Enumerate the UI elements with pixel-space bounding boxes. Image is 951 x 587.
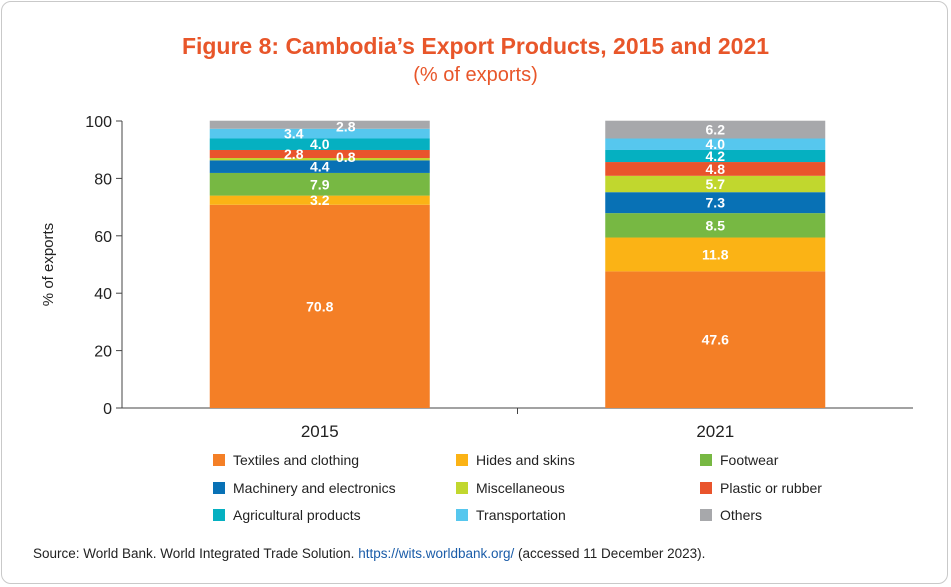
bar-segment-2021-miscellaneous bbox=[605, 175, 826, 193]
legend-swatch bbox=[213, 509, 225, 521]
source-link[interactable]: https://wits.worldbank.org/ bbox=[358, 546, 515, 561]
legend-label: Transportation bbox=[476, 507, 566, 523]
legend-item: Agricultural products bbox=[213, 507, 361, 523]
data-label: 0.8 bbox=[336, 149, 356, 165]
data-label: 5.7 bbox=[706, 176, 726, 192]
bar-segment-2015-miscellaneous bbox=[209, 158, 430, 161]
bar-segment-2015-plastic-or-rubber bbox=[209, 149, 430, 159]
data-label: 2.8 bbox=[336, 119, 356, 135]
data-label: 3.4 bbox=[284, 126, 304, 142]
data-label: 3.2 bbox=[310, 192, 330, 208]
bar-segment-2021-machinery-and-electronics bbox=[605, 192, 826, 214]
data-label: 11.8 bbox=[702, 246, 729, 262]
data-label: 7.9 bbox=[310, 176, 330, 192]
bar-segment-2015-agricultural-products bbox=[209, 138, 430, 150]
legend-label: Agricultural products bbox=[233, 507, 361, 523]
legend-swatch bbox=[700, 481, 712, 494]
legend-swatch bbox=[456, 454, 468, 466]
bar-segment-2021-transportation bbox=[605, 138, 826, 150]
bar-segment-2021-textiles-and-clothing bbox=[605, 271, 826, 408]
y-tick-label-60: 60 bbox=[94, 229, 112, 246]
y-axis-label: % of exports bbox=[40, 223, 57, 306]
source-note: Source: World Bank. World Integrated Tra… bbox=[33, 546, 705, 561]
data-label: 6.2 bbox=[706, 122, 726, 138]
source-prefix: Source: World Bank. World Integrated Tra… bbox=[33, 546, 359, 561]
legend-swatch bbox=[213, 481, 225, 494]
legend-swatch bbox=[700, 509, 712, 521]
data-label: 4.0 bbox=[310, 136, 330, 152]
legend-item: Transportation bbox=[456, 507, 566, 523]
y-tick-label-0: 0 bbox=[103, 401, 112, 418]
data-label: 8.5 bbox=[706, 217, 726, 233]
data-label: 7.3 bbox=[706, 195, 726, 211]
bar-segment-2015-footwear bbox=[209, 172, 430, 196]
data-label: 4.0 bbox=[706, 136, 726, 152]
legend-swatch bbox=[456, 481, 468, 494]
legend-label: Others bbox=[720, 507, 763, 523]
legend-swatch bbox=[213, 454, 225, 466]
legend-label: Miscellaneous bbox=[476, 479, 565, 496]
y-tick-label-80: 80 bbox=[94, 171, 112, 188]
bar-segment-2021-hides-and-skins bbox=[605, 237, 826, 272]
legend-swatch bbox=[456, 509, 468, 521]
data-label: 4.8 bbox=[706, 161, 726, 177]
bar-segment-2015-textiles-and-clothing bbox=[209, 204, 430, 408]
legend-item: Hides and skins bbox=[456, 452, 575, 468]
legend-item: Footwear bbox=[700, 452, 778, 468]
bar-segment-2021-agricultural-products bbox=[605, 149, 826, 163]
data-label: 70.8 bbox=[306, 298, 333, 314]
data-label: 47.6 bbox=[702, 332, 729, 348]
bar-segment-2015-machinery-and-electronics bbox=[209, 160, 430, 173]
bar-segment-2015-transportation bbox=[209, 128, 430, 139]
y-tick-label-20: 20 bbox=[94, 344, 112, 361]
legend-item: Miscellaneous bbox=[456, 480, 565, 496]
legend-label: Footwear bbox=[720, 452, 779, 468]
y-tick-label-100: 100 bbox=[85, 114, 112, 131]
y-tick-label-40: 40 bbox=[94, 286, 112, 303]
legend-label: Machinery and electronics bbox=[233, 479, 396, 496]
legend-label: Hides and skins bbox=[476, 452, 575, 468]
legend-item: Plastic or rubber bbox=[700, 480, 822, 496]
data-label: 2.8 bbox=[284, 146, 304, 162]
legend-item: Textiles and clothing bbox=[213, 452, 359, 468]
data-label: 4.2 bbox=[706, 148, 726, 164]
bar-segment-2021-others bbox=[605, 120, 826, 139]
chart-title: Figure 8: Cambodia’s Export Products, 20… bbox=[181, 33, 770, 59]
source-suffix: (accessed 11 December 2023). bbox=[514, 546, 706, 561]
bar-segment-2015-hides-and-skins bbox=[209, 195, 430, 205]
chart-subtitle: (% of exports) bbox=[413, 64, 538, 86]
x-tick-label-2021: 2021 bbox=[696, 422, 734, 441]
data-label: 4.4 bbox=[310, 159, 330, 175]
legend-item: Machinery and electronics bbox=[213, 480, 396, 496]
bar-segment-2021-footwear bbox=[605, 213, 826, 238]
legend-swatch bbox=[700, 454, 712, 466]
x-tick-label-2015: 2015 bbox=[301, 422, 339, 441]
legend-label: Plastic or rubber bbox=[720, 479, 822, 496]
bar-segment-2021-plastic-or-rubber bbox=[605, 162, 826, 176]
bar-segment-2015-others bbox=[209, 120, 430, 129]
legend-label: Textiles and clothing bbox=[233, 452, 360, 468]
legend-item: Others bbox=[700, 507, 762, 523]
